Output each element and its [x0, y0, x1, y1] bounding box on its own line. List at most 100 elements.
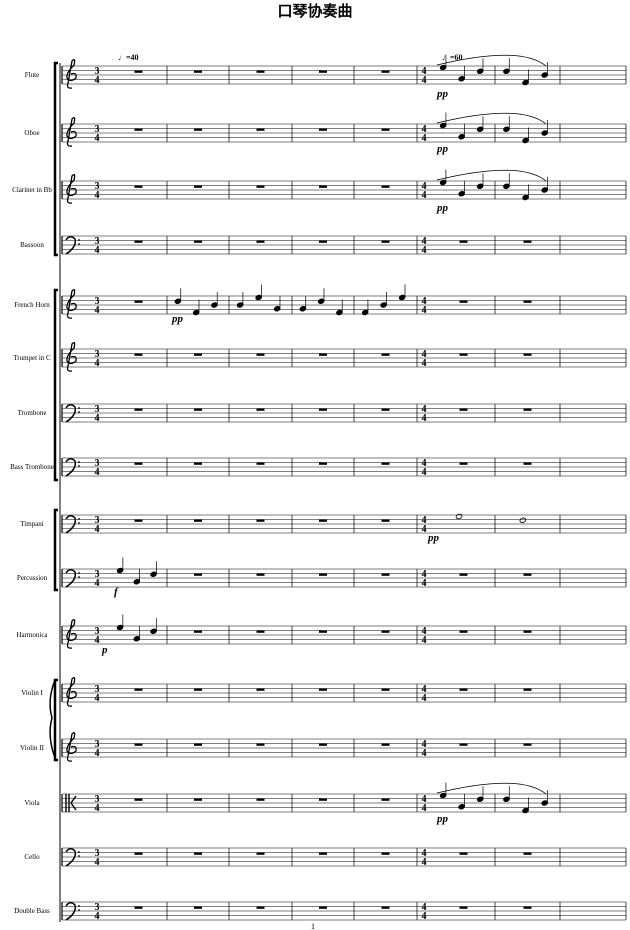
page-number: 1 [311, 922, 315, 930]
whole-rest [523, 573, 532, 576]
whole-rest [134, 798, 143, 801]
instrument-name: Clarinet in Bb [12, 186, 52, 194]
whole-rest [523, 743, 532, 746]
whole-rest [194, 630, 202, 633]
whole-rest [523, 353, 532, 356]
bass-clef [65, 569, 77, 588]
whole-rest [459, 743, 468, 746]
instrument-name: Harmonica [16, 631, 48, 639]
tempo-mark: ♩=40 [118, 53, 139, 62]
treble-clef [66, 59, 77, 89]
time-sig-bottom: 4 [422, 911, 427, 922]
time-sig-top: 4 [422, 739, 427, 750]
time-sig-bottom: 4 [95, 133, 100, 144]
whole-rest [194, 519, 202, 522]
bass-clef [65, 404, 77, 423]
clef-dot [78, 461, 80, 463]
whole-rest [381, 906, 390, 909]
dynamic: f [114, 586, 119, 598]
whole-rest [256, 743, 265, 746]
whole-rest [381, 519, 390, 522]
title: 口琴协奏曲 [277, 2, 352, 20]
dynamic: pp [436, 88, 449, 100]
clef-dot [78, 905, 80, 907]
instrument-name: Trumpet in C [13, 354, 51, 362]
time-sig-bottom: 4 [422, 413, 427, 424]
bass-clef [65, 515, 77, 534]
time-sig-top: 4 [422, 569, 427, 580]
whole-rest [459, 353, 468, 356]
time-sig-top: 3 [95, 794, 100, 805]
instrument-name: Flute [25, 71, 39, 79]
whole-rest [319, 70, 327, 73]
time-sig-bottom: 4 [95, 693, 100, 704]
whole-rest [194, 688, 202, 691]
whole-rest [134, 185, 143, 188]
treble-clef [66, 677, 77, 707]
whole-rest [381, 630, 390, 633]
instrument-name: Trombone [18, 409, 47, 417]
instrument-name: Oboe [24, 129, 39, 137]
whole-rest [319, 573, 327, 576]
time-sig-bottom: 4 [95, 911, 100, 922]
time-sig-top: 4 [422, 124, 427, 135]
whole-rest [194, 185, 202, 188]
whole-rest [134, 688, 143, 691]
whole-rest [194, 70, 202, 73]
treble-clef [66, 342, 77, 372]
instrument-name: Bass Trombone [10, 463, 54, 471]
whole-rest [459, 852, 468, 855]
time-sig-bottom: 4 [422, 748, 427, 759]
bass-clef [65, 902, 77, 921]
time-sig-top: 3 [95, 626, 100, 637]
whole-rest [381, 70, 390, 73]
whole-rest [319, 408, 327, 411]
whole-rest [194, 408, 202, 411]
whole-rest [459, 630, 468, 633]
clef-dot [78, 851, 80, 853]
clef-dot [78, 407, 80, 409]
clef-dot [78, 518, 80, 520]
bracket [53, 678, 58, 762]
time-sig-top: 4 [422, 848, 427, 859]
treble-clef [66, 289, 77, 319]
whole-rest [319, 353, 327, 356]
whole-rest [256, 70, 265, 73]
time-sig-top: 3 [95, 404, 100, 415]
clef-dot [78, 411, 80, 413]
whole-rest [256, 852, 265, 855]
time-sig-top: 3 [95, 236, 100, 247]
instrument-name: Timpani [20, 520, 44, 528]
time-sig-bottom: 4 [422, 635, 427, 646]
whole-rest [319, 185, 327, 188]
whole-rest [319, 688, 327, 691]
clef-dot [78, 243, 80, 245]
instrument-name: French Horn [14, 301, 50, 309]
time-sig-top: 3 [95, 515, 100, 526]
time-sig-bottom: 4 [422, 467, 427, 478]
whole-rest [319, 798, 327, 801]
whole-rest [523, 240, 532, 243]
instrument-name: Viola [24, 799, 40, 807]
whole-rest [134, 462, 143, 465]
time-sig-bottom: 4 [95, 358, 100, 369]
whole-rest [194, 128, 202, 131]
treble-clef [66, 619, 77, 649]
whole-rest [381, 688, 390, 691]
whole-rest [134, 743, 143, 746]
brace [49, 679, 56, 759]
whole-rest [194, 462, 202, 465]
whole-rest [459, 462, 468, 465]
alto-clef [65, 794, 77, 812]
whole-rest [523, 408, 532, 411]
whole-rest [256, 630, 265, 633]
time-sig-bottom: 4 [422, 245, 427, 256]
time-sig-bottom: 4 [95, 635, 100, 646]
time-sig-top: 3 [95, 349, 100, 360]
bracket [53, 61, 58, 257]
time-sig-top: 4 [422, 902, 427, 913]
whole-rest [523, 630, 532, 633]
time-sig-top: 3 [95, 739, 100, 750]
whole-rest [381, 240, 390, 243]
